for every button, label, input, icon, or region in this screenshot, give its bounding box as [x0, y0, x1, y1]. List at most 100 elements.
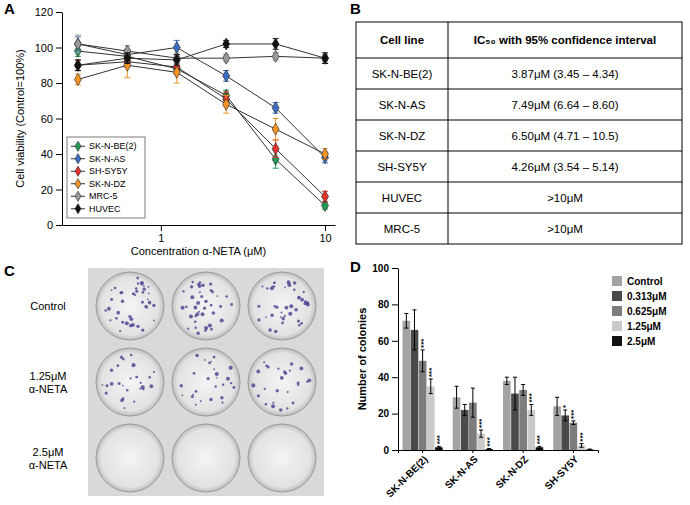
legend-swatch: [612, 276, 622, 286]
series-line: [78, 44, 325, 65]
y-axis-tick-mark: [392, 304, 398, 305]
error-bar: [471, 388, 475, 417]
colony: [143, 285, 145, 287]
colony: [294, 308, 298, 312]
colony: [287, 280, 291, 284]
table-column-rule: [448, 22, 449, 244]
well: [96, 348, 164, 416]
colony: [136, 277, 139, 280]
legend: Control0.313μM0.625μM1.25μM2.5μM: [612, 276, 666, 347]
legend-entry: SH-SY5Y: [71, 166, 128, 176]
row-label: 2.5μMα-NETA: [29, 446, 68, 471]
y-axis-tick-mark: [56, 48, 62, 49]
colony: [220, 318, 224, 322]
colony: [195, 354, 199, 358]
error-bar: [479, 430, 483, 437]
data-point: [74, 59, 81, 71]
legend-marker: [75, 166, 81, 176]
significance: ***: [578, 431, 587, 441]
y-axis-tick-label: 20: [41, 184, 53, 196]
background: [0, 0, 690, 505]
error-bar: [521, 384, 525, 395]
colony: [273, 282, 275, 284]
table-cell: 7.49μM (6.64 – 8.60): [512, 99, 619, 111]
y-axis-title: Number of colonies: [356, 308, 368, 411]
y-axis-tick-mark: [392, 268, 398, 269]
bar: [485, 449, 493, 450]
y-axis-tick: 100: [372, 263, 398, 274]
y-axis-tick-label: 80: [41, 77, 53, 89]
well: [96, 272, 164, 340]
legend-label: SH-SY5Y: [89, 166, 128, 176]
colony: [196, 301, 200, 305]
colony: [140, 281, 144, 285]
colony: [265, 316, 267, 318]
colony: [110, 298, 113, 301]
table-row-rule: [356, 182, 682, 183]
bar-chart: SK-N-BE(2)SK-N-ASSK-N-DZSH-SY5Y020406080…: [356, 263, 666, 500]
data-point: [223, 98, 230, 110]
error-bar: [404, 314, 408, 329]
legend-swatch: [612, 336, 622, 346]
bar: [403, 321, 411, 450]
error-bar: [273, 140, 279, 158]
colony: [209, 398, 212, 401]
colony: [116, 311, 120, 315]
x-axis-tick-label: 1: [158, 232, 164, 244]
y-axis-tick-mark: [56, 190, 62, 191]
significance: ***: [569, 409, 578, 419]
colony: [122, 385, 124, 387]
significance: ***: [535, 434, 544, 444]
plot-area: [403, 310, 594, 450]
colony: [289, 304, 293, 308]
colony: [261, 285, 263, 287]
error-bar: [580, 444, 584, 448]
well: [172, 424, 240, 492]
y-axis: 020406080100: [372, 263, 398, 456]
y-axis-tick-mark: [392, 377, 398, 378]
colony: [190, 295, 194, 299]
colony: [115, 317, 118, 320]
y-axis-tick: 80: [41, 77, 62, 89]
data-point: [223, 70, 230, 82]
x-axis-tick-mark: [325, 225, 326, 231]
error-bar: [75, 60, 81, 71]
colony: [107, 307, 111, 311]
legend-entry: Control: [612, 276, 663, 287]
colony: [118, 382, 121, 385]
colony: [256, 370, 260, 374]
colony: [211, 290, 214, 293]
error-bar: [174, 55, 180, 66]
error-bar: [537, 446, 541, 448]
plot-area: [74, 35, 328, 211]
colony: [153, 371, 155, 373]
data-point: [173, 54, 180, 66]
error-bar: [487, 449, 491, 450]
colony: [148, 293, 150, 295]
colony: [273, 281, 275, 283]
series-line: [78, 62, 325, 197]
colony: [135, 376, 138, 379]
error-bar: [75, 60, 81, 71]
table-cell: SK-N-DZ: [379, 130, 426, 142]
series-line: [78, 65, 325, 154]
colony: [298, 324, 301, 327]
colony: [287, 391, 289, 393]
bar: [536, 447, 544, 450]
legend-label: 0.313μM: [627, 291, 666, 302]
table-cell: >10μM: [547, 223, 583, 235]
colony: [111, 289, 113, 291]
colony: [220, 396, 223, 399]
x-axis-tick: SK-N-AS: [443, 450, 480, 491]
y-axis-tick-label: 60: [41, 113, 53, 125]
colony: [145, 305, 148, 308]
colony: [137, 282, 139, 284]
colony: [210, 304, 213, 307]
data-point: [272, 123, 279, 135]
colony: [105, 384, 108, 387]
colony: [210, 328, 213, 331]
legend-marker: [75, 154, 81, 164]
x-axis-tick-label: SH-SY5Y: [542, 453, 580, 491]
colony: [148, 301, 152, 305]
y-axis-tick-label: 40: [41, 148, 53, 160]
